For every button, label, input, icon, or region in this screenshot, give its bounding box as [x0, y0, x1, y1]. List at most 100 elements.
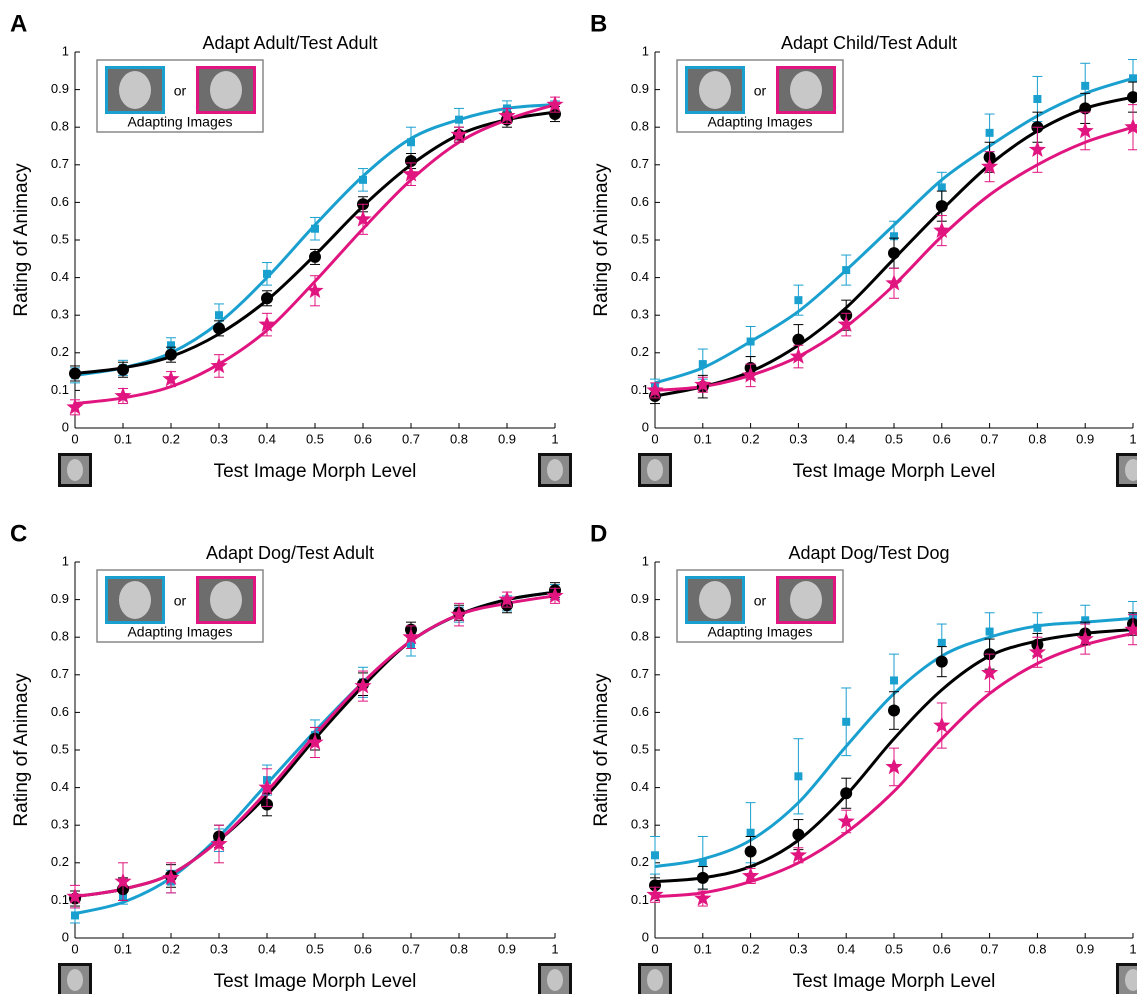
data-point [937, 183, 946, 192]
thumbnail-face [647, 969, 663, 991]
x-tick-label: 0 [71, 941, 78, 956]
data-point [651, 851, 659, 860]
data-point [842, 717, 851, 726]
y-tick-label: 0.2 [51, 854, 69, 869]
y-axis-label: Rating of Animacy [591, 673, 612, 827]
data-point [165, 348, 177, 361]
y-tick-label: 0.3 [51, 307, 69, 322]
thumbnail-face [647, 459, 663, 481]
y-tick-label: 0.2 [631, 854, 649, 869]
y-tick-label: 0.8 [631, 119, 649, 134]
data-point [888, 704, 900, 717]
x-tick-label: 0.1 [694, 431, 712, 446]
data-point [842, 266, 851, 275]
x-tick-label: 1 [551, 431, 558, 446]
data-point [311, 224, 319, 233]
y-tick-label: 0.3 [631, 817, 649, 832]
inset-label: Adapting Images [707, 114, 812, 130]
adapting-image-face [790, 581, 822, 619]
inset-or: or [754, 593, 767, 609]
y-axis-label: Rating of Animacy [591, 163, 612, 317]
thumbnail-face [67, 459, 83, 481]
x-tick-label: 0.3 [789, 431, 807, 446]
data-point [1081, 616, 1090, 625]
y-tick-label: 0.6 [51, 194, 69, 209]
data-point [546, 95, 564, 112]
x-tick-label: 1 [1129, 941, 1136, 956]
data-point [549, 108, 561, 121]
x-tick-label: 0.7 [402, 431, 420, 446]
y-tick-label: 0.8 [51, 629, 69, 644]
data-point [263, 269, 271, 278]
y-tick-label: 0.4 [631, 779, 649, 794]
x-tick-label: 0.3 [789, 941, 807, 956]
data-point [1076, 630, 1094, 647]
x-tick-label: 0.2 [742, 431, 760, 446]
y-tick-label: 0.7 [631, 156, 649, 171]
x-tick-label: 0.6 [354, 941, 372, 956]
x-tick-label: 0.9 [498, 431, 516, 446]
x-tick-label: 0 [651, 941, 658, 956]
fit-curve [654, 628, 1134, 884]
x-tick-label: 0.7 [981, 431, 999, 446]
data-point [498, 106, 516, 124]
y-axis-label: Rating of Animacy [11, 673, 32, 827]
x-tick-label: 0.1 [114, 941, 132, 956]
inset-or: or [174, 593, 187, 609]
data-point [935, 655, 948, 668]
x-tick-label: 0.5 [885, 941, 903, 956]
y-tick-label: 0.5 [51, 741, 69, 756]
x-axis-label: Test Image Morph Level [214, 971, 417, 992]
y-tick-label: 0.1 [631, 382, 649, 397]
data-point [1028, 140, 1046, 157]
thumbnail-face [547, 969, 563, 991]
data-point [985, 128, 994, 137]
thumbnail-face [547, 459, 563, 481]
x-tick-label: 0.6 [933, 941, 951, 956]
data-point [746, 828, 755, 837]
data-point [935, 200, 948, 213]
thumbnail-face [1125, 459, 1137, 481]
y-tick-label: 0.7 [51, 156, 69, 171]
data-point [794, 772, 803, 781]
data-point [1033, 95, 1042, 103]
data-point [694, 375, 712, 392]
x-tick-label: 0.7 [981, 941, 999, 956]
y-tick-label: 0.9 [51, 81, 69, 96]
data-point [746, 337, 755, 346]
data-point [890, 232, 898, 241]
data-point [696, 871, 709, 884]
data-point [742, 366, 760, 383]
data-point [66, 887, 84, 904]
y-tick-label: 0.4 [631, 269, 649, 284]
y-tick-label: 0.5 [631, 741, 649, 756]
y-tick-label: 0 [642, 929, 649, 944]
x-tick-label: 1 [551, 941, 558, 956]
x-tick-label: 0.1 [694, 941, 712, 956]
x-tick-label: 0.5 [885, 431, 903, 446]
y-tick-label: 0.1 [51, 892, 69, 907]
data-point [1129, 74, 1137, 83]
y-tick-label: 0.6 [51, 704, 69, 719]
panel-letter: C [10, 520, 27, 547]
y-tick-label: 0.5 [631, 231, 649, 246]
fit-curve [74, 110, 556, 375]
y-tick-label: 0.1 [631, 892, 649, 907]
y-tick-label: 1 [642, 553, 649, 568]
x-tick-label: 0.4 [258, 941, 276, 956]
data-point [114, 872, 132, 889]
data-point [215, 311, 223, 320]
data-point [407, 138, 415, 147]
inset-or: or [174, 83, 187, 99]
data-point [306, 281, 324, 298]
inset-label: Adapting Images [127, 624, 232, 640]
data-point [258, 778, 276, 795]
x-tick-label: 0.4 [258, 431, 276, 446]
data-point [455, 115, 463, 124]
y-tick-label: 0.9 [631, 81, 649, 96]
y-tick-label: 0.4 [51, 269, 69, 284]
adapting-image-face [210, 71, 242, 109]
adapting-image-face [790, 71, 822, 109]
